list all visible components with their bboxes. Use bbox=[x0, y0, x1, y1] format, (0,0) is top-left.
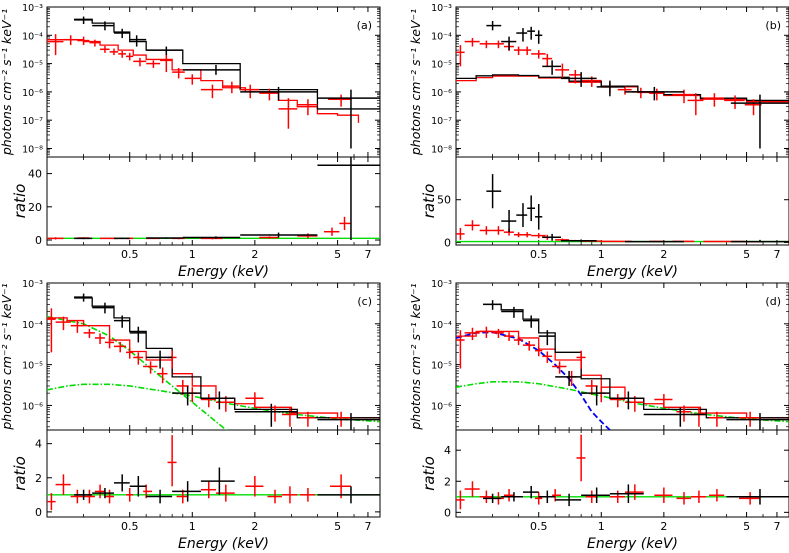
x-tick-label: 1 bbox=[598, 520, 605, 533]
x-tick-label: 7 bbox=[364, 520, 371, 533]
ratio-y-tick-label: 2 bbox=[444, 475, 451, 488]
y-tick-label: 10⁻⁶ bbox=[431, 88, 452, 99]
y-tick-label: 10⁻³ bbox=[431, 279, 452, 290]
x-axis-label: Energy (keV) bbox=[178, 264, 269, 280]
y-tick-label: 10⁻⁵ bbox=[431, 361, 452, 372]
y-tick-label: 10⁻⁷ bbox=[431, 116, 452, 127]
panel-a: 0.5 1 2 5 7 Energy (keV) 10⁻³ 10⁻⁴ 10⁻⁵ 10⁻⁶ 10⁻⁷ 1… bbox=[0, 3, 381, 280]
spectrum-axes-frame bbox=[46, 6, 381, 158]
ratio-axis-label: ratio bbox=[420, 184, 438, 219]
spectrum-plot-area bbox=[47, 293, 380, 430]
y-tick-label: 10⁻⁴ bbox=[431, 320, 452, 331]
y-axis-label: photons cm⁻² s⁻¹ keV⁻¹ bbox=[408, 9, 423, 156]
y-tick-label: 10⁻⁵ bbox=[431, 60, 452, 71]
black-model-curve bbox=[74, 18, 380, 110]
ratio-y-tick-label: 4 bbox=[444, 444, 451, 457]
x-tick-label: 2 bbox=[660, 248, 667, 261]
red-model-curve bbox=[456, 330, 789, 422]
x-axis-label: Energy (keV) bbox=[587, 536, 678, 552]
y-tick-label: 10⁻³ bbox=[22, 3, 43, 14]
x-tick-label: 0.5 bbox=[530, 248, 548, 261]
x-tick-label: 0.5 bbox=[530, 520, 548, 533]
x-tick-label: 7 bbox=[773, 248, 780, 261]
x-tick-label: 0.5 bbox=[121, 520, 139, 533]
black-model-curve bbox=[483, 303, 789, 421]
blue-model-component bbox=[456, 331, 611, 430]
spectrum-axes-frame bbox=[46, 282, 381, 431]
red-model-curve bbox=[47, 39, 360, 123]
x-tick-label: 5 bbox=[334, 520, 341, 533]
y-tick-label: 10⁻⁷ bbox=[22, 116, 43, 127]
panel-label: (d) bbox=[765, 295, 781, 308]
y-tick-label: 10⁻⁶ bbox=[22, 88, 43, 99]
x-tick-label: 7 bbox=[364, 248, 371, 261]
x-tick-label: 2 bbox=[251, 248, 258, 261]
x-tick-label: 0.5 bbox=[121, 248, 139, 261]
x-tick-label: 1 bbox=[189, 520, 196, 533]
ratio-axis-label: ratio bbox=[11, 184, 29, 219]
x-tick-label: 5 bbox=[743, 520, 750, 533]
y-tick-label: 10⁻³ bbox=[22, 279, 43, 290]
spectrum-axes-frame bbox=[455, 6, 789, 158]
y-axis-label: photons cm⁻² s⁻¹ keV⁻¹ bbox=[408, 283, 423, 430]
y-tick-label: 10⁻⁴ bbox=[431, 31, 452, 42]
x-axis-label: Energy (keV) bbox=[587, 264, 678, 280]
y-axis-label: photons cm⁻² s⁻¹ keV⁻¹ bbox=[0, 9, 14, 156]
ratio-y-tick-label: 40 bbox=[28, 168, 42, 181]
ratio-plot-area bbox=[456, 434, 789, 510]
y-tick-label: 10⁻⁵ bbox=[22, 60, 43, 71]
ratio-y-tick-label: 2 bbox=[35, 472, 42, 485]
panel-label: (b) bbox=[765, 19, 781, 32]
ratio-plot-area bbox=[47, 157, 380, 241]
panel-label: (c) bbox=[357, 295, 372, 308]
x-axis-label: Energy (keV) bbox=[178, 536, 269, 552]
ratio-y-tick-label: 20 bbox=[28, 201, 42, 214]
spectrum-plot-area bbox=[456, 300, 789, 430]
x-tick-label: 5 bbox=[334, 248, 341, 261]
ratio-plot-area bbox=[47, 435, 380, 511]
red-model-curve bbox=[47, 317, 380, 422]
x-tick-label: 2 bbox=[251, 520, 258, 533]
x-tick-label: 1 bbox=[598, 248, 605, 261]
y-tick-label: 10⁻⁴ bbox=[22, 320, 43, 331]
ratio-axes-frame bbox=[46, 156, 381, 246]
y-tick-label: 10⁻⁶ bbox=[22, 401, 43, 412]
ratio-y-tick-label: 4 bbox=[35, 438, 42, 451]
y-tick-label: 10⁻⁸ bbox=[22, 144, 43, 155]
panel-label: (a) bbox=[357, 19, 372, 32]
green-model-component bbox=[47, 383, 380, 423]
ratio-plot-area bbox=[456, 174, 789, 243]
black-model-curve bbox=[74, 297, 380, 421]
ratio-axes-frame bbox=[455, 156, 789, 246]
spectrum-plot-area bbox=[47, 16, 380, 149]
x-tick-label: 7 bbox=[773, 520, 780, 533]
y-tick-label: 10⁻⁵ bbox=[22, 361, 43, 372]
spectrum-plot-area bbox=[456, 21, 789, 149]
y-tick-label: 10⁻⁴ bbox=[22, 31, 43, 42]
ratio-axis-label: ratio bbox=[11, 456, 29, 491]
ratio-axis-label: ratio bbox=[420, 456, 438, 491]
x-tick-label: 2 bbox=[660, 520, 667, 533]
ratio-y-tick-label: 0 bbox=[444, 236, 451, 249]
black-model-curve bbox=[456, 74, 789, 102]
y-tick-label: 10⁻³ bbox=[431, 3, 452, 14]
panel-b: 0.5 1 2 5 7 Energy (keV) 10⁻³ 10⁻⁴ 10⁻⁵ 10⁻⁶ 10⁻⁷ 1… bbox=[408, 3, 789, 280]
y-tick-label: 10⁻⁶ bbox=[431, 401, 452, 412]
panel-c: 0.5 1 2 5 7 Energy (keV) 10⁻³ 10⁻⁴ 10⁻⁵ 10⁻⁶ 0 2 4 ph… bbox=[0, 279, 381, 552]
y-tick-label: 10⁻⁸ bbox=[431, 144, 452, 155]
ratio-y-tick-label: 0 bbox=[444, 506, 451, 519]
ratio-y-tick-label: 50 bbox=[437, 194, 451, 207]
x-tick-label: 1 bbox=[189, 248, 196, 261]
ratio-axes-frame bbox=[46, 429, 381, 518]
green-soft-component bbox=[47, 315, 228, 430]
ratio-axes-frame bbox=[455, 429, 789, 518]
spectrum-axes-frame bbox=[455, 282, 789, 431]
x-tick-label: 5 bbox=[743, 248, 750, 261]
y-axis-label: photons cm⁻² s⁻¹ keV⁻¹ bbox=[0, 283, 14, 430]
ratio-y-tick-label: 0 bbox=[35, 506, 42, 519]
ratio-y-tick-label: 0 bbox=[35, 234, 42, 247]
panel-d: 0.5 1 2 5 7 Energy (keV) 10⁻³ 10⁻⁴ 10⁻⁵ 10⁻⁶ 0 2 4 ph… bbox=[408, 279, 789, 552]
